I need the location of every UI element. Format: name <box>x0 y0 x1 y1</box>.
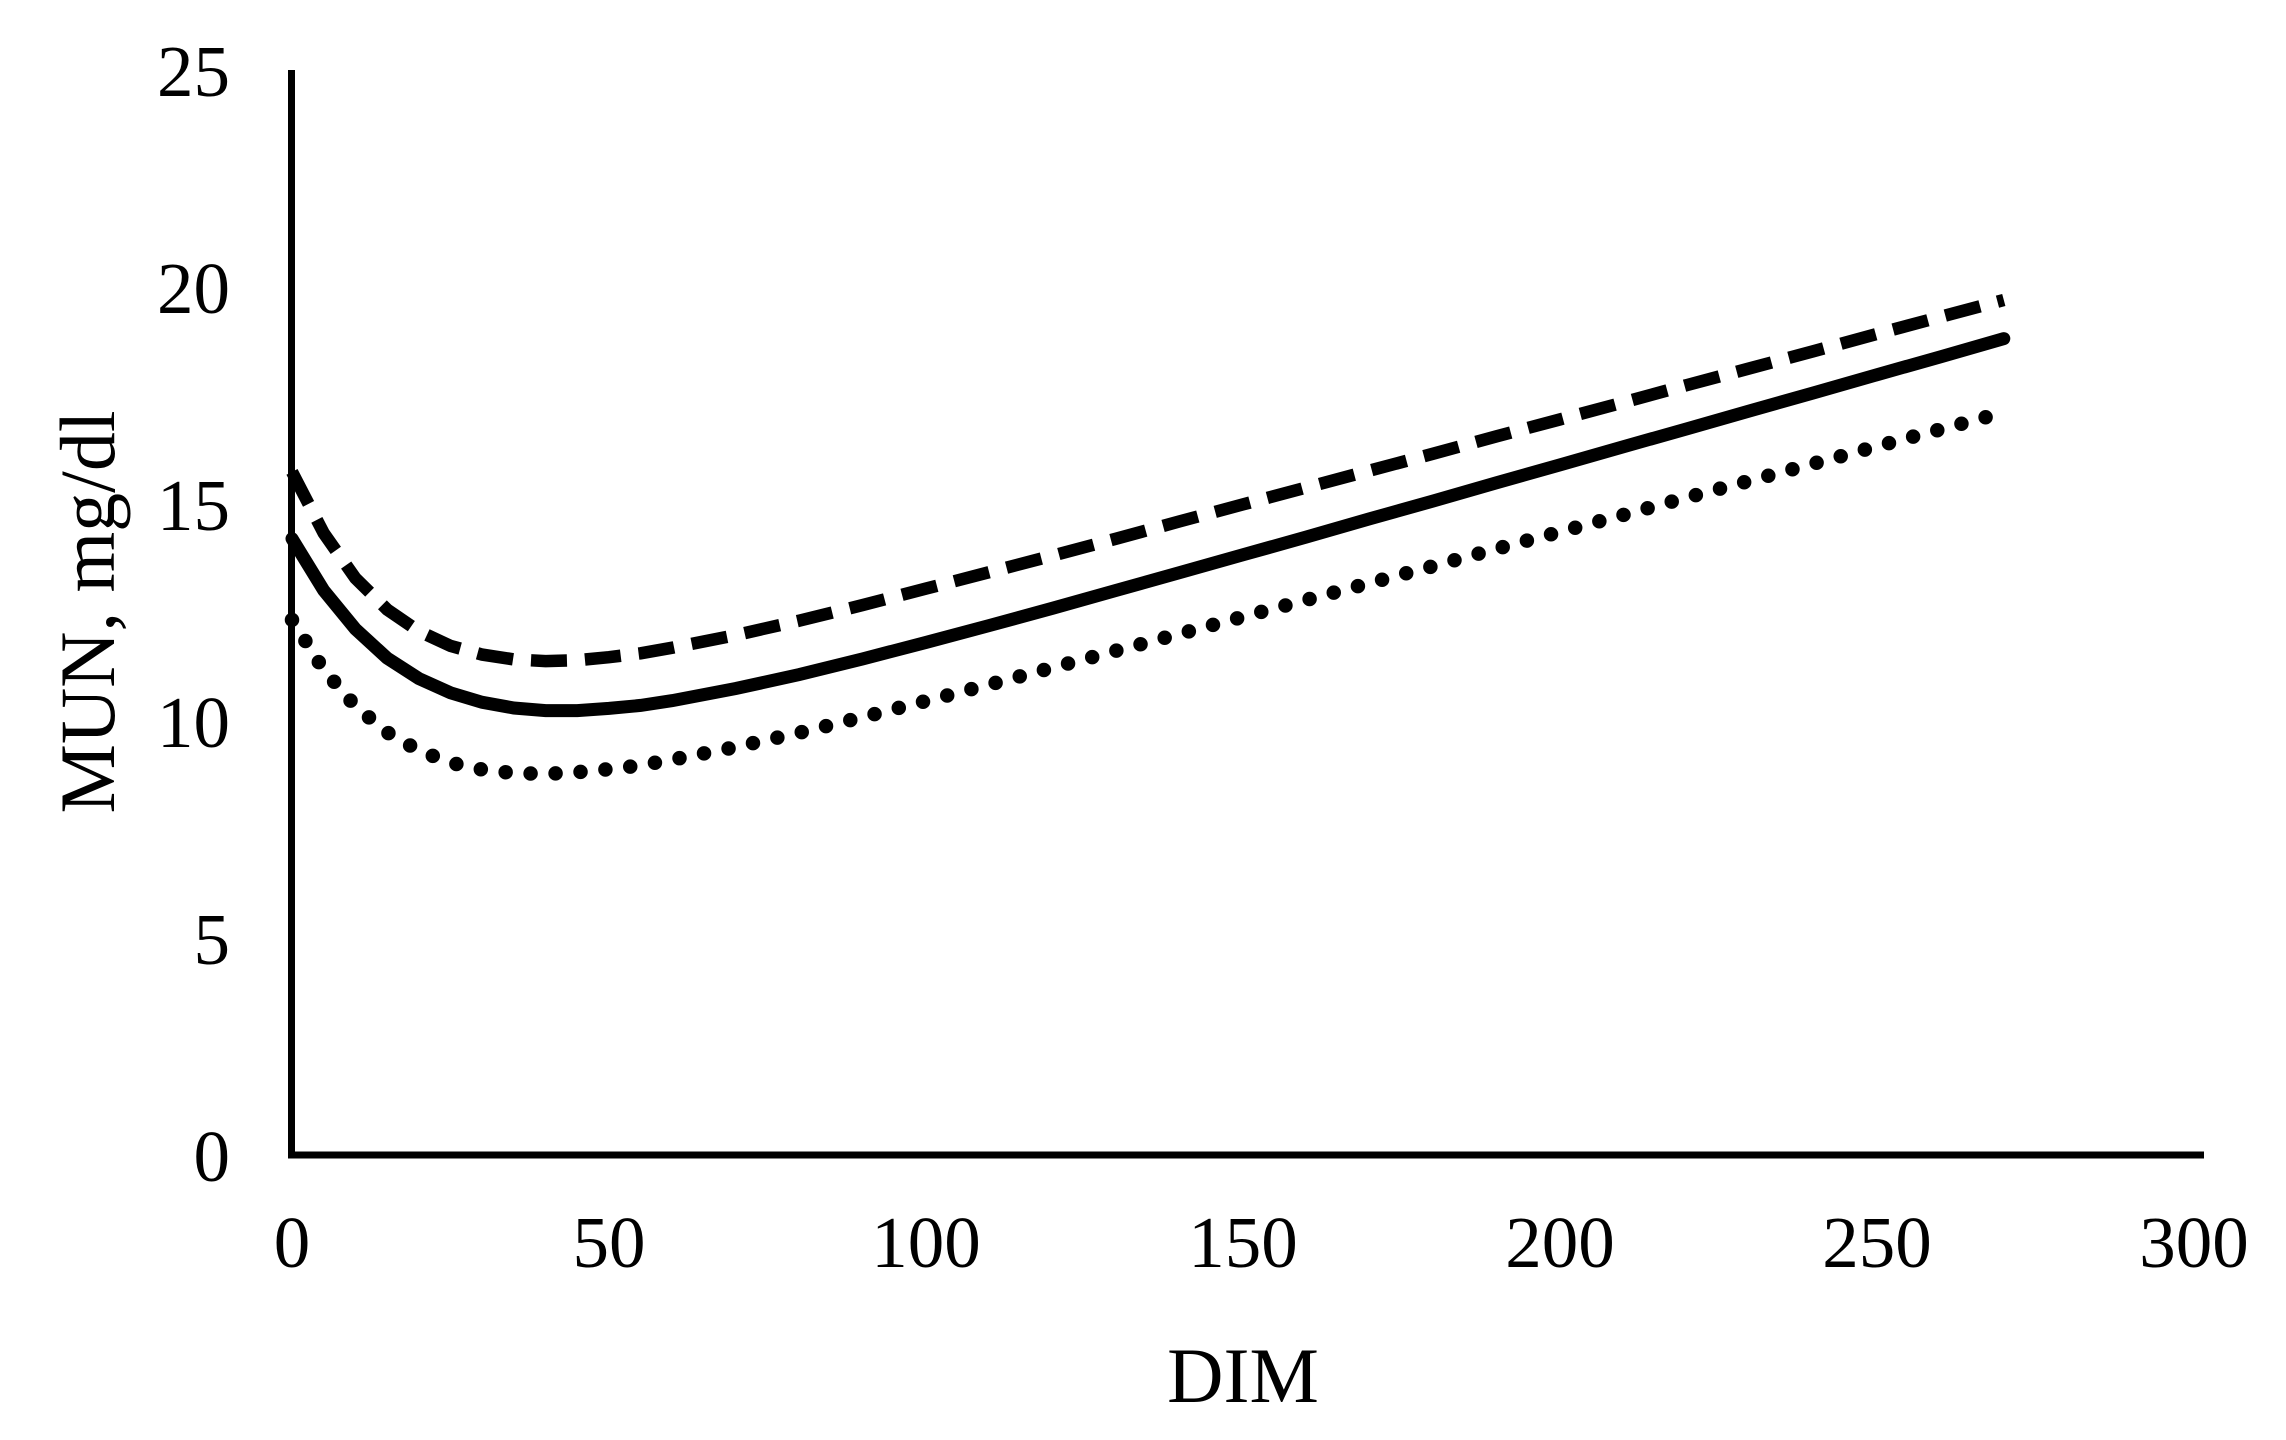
y-tick-label-25: 25 <box>157 31 230 112</box>
x-tick-label-200: 200 <box>1505 1202 1615 1283</box>
y-tick-label-15: 15 <box>157 465 230 546</box>
x-tick-label-0: 0 <box>273 1202 311 1283</box>
y-tick-label-5: 5 <box>193 899 231 980</box>
series-mean-solid-line <box>285 332 2011 718</box>
y-tick-label-10: 10 <box>157 682 230 763</box>
x-tick-label-100: 100 <box>871 1202 981 1283</box>
x-tick-label-150: 150 <box>1188 1202 1298 1283</box>
y-tick-label-20: 20 <box>157 248 230 329</box>
x-axis-title: DIM <box>1167 1332 1319 1419</box>
x-tick-label-50: 50 <box>572 1202 646 1283</box>
x-tick-label-300: 300 <box>2139 1202 2249 1283</box>
series-upper-dashed-line <box>286 293 2006 668</box>
y-axis-title: MUN, mg/dl <box>44 410 131 814</box>
y-tick-label-0: 0 <box>193 1116 231 1197</box>
series-lower-dotted-line <box>284 405 2012 782</box>
x-tick-label-250: 250 <box>1822 1202 1932 1283</box>
